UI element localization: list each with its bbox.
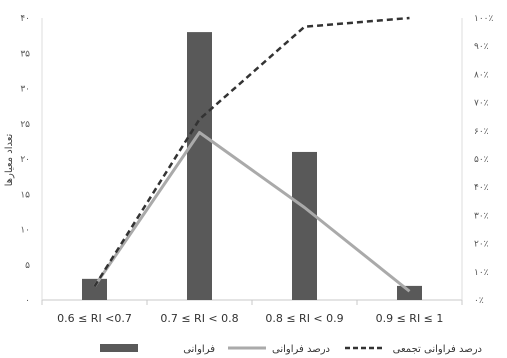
y-right-tick-label: ۴۰٪ (474, 183, 489, 193)
y-right-tick-label: ۸۰٪ (474, 70, 489, 80)
y-right-tick-label: ۷۰٪ (474, 99, 489, 109)
y-left-tick-label: ۳۰ (20, 85, 30, 95)
y-axis-label: تعداد معیارها (4, 133, 15, 186)
y-right-tick-label: ۰٪ (474, 296, 484, 306)
x-tick-label: 0.6 ≤ RI <0.7 (57, 312, 132, 325)
x-tick-label: 0.9 ≤ RI ≤ 1 (376, 312, 444, 325)
bar (187, 32, 212, 300)
lines (93, 16, 411, 293)
y-left-tick-label: ۲۵ (20, 120, 30, 130)
bar (397, 285, 422, 300)
bars (82, 32, 422, 300)
y-left-tick-label: ۱۵ (20, 190, 30, 200)
y-right-tick-label: ۱۰۰٪ (474, 14, 494, 24)
legend-label: درصد فراوانی (272, 344, 330, 355)
x-tick-label: 0.7 ≤ RI < 0.8 (160, 312, 238, 325)
legend-swatch (100, 344, 138, 352)
y-left-tick-label: ۱۰ (20, 226, 30, 236)
legend-label: درصد فراوانی تجمعی (393, 344, 482, 355)
series-line (93, 130, 411, 293)
y-left-tick-label: ۳۵ (20, 49, 30, 59)
bar (82, 278, 107, 300)
x-tick-label: 0.8 ≤ RI < 0.9 (265, 312, 343, 325)
axes: ۰ ۵ ۱۰ ۱۵ ۲۰ ۲۵ ۳۰ ۳۵ ۴۰ ۰٪ ۱۰٪ ۲۰٪ ۳۰٪ ۴۰٪ ۵۰٪ ۶۰٪ ۷۰٪ ۸… (20, 14, 493, 325)
legend: فراوانی درصد فراوانی درصد فراوانی تجمعی (100, 344, 482, 355)
y-left-tick-label: ۰ (25, 296, 30, 306)
y-right-tick-label: ۵۰٪ (474, 155, 489, 165)
labels: تعداد معیارها (4, 133, 15, 186)
y-right-tick-label: ۳۰٪ (474, 211, 489, 221)
y-left-tick-label: ۴۰ (20, 14, 30, 24)
bar (292, 151, 317, 300)
y-left-tick-label: ۵ (25, 261, 30, 271)
series-line (93, 16, 410, 288)
y-right-tick-label: ۱۰٪ (474, 268, 489, 278)
y-left-tick-label: ۲۰ (20, 155, 30, 165)
legend-label: فراوانی (183, 344, 215, 355)
y-right-tick-label: ۶۰٪ (474, 127, 489, 137)
y-right-tick-label: ۹۰٪ (474, 42, 489, 52)
y-right-tick-label: ۲۰٪ (474, 240, 489, 250)
